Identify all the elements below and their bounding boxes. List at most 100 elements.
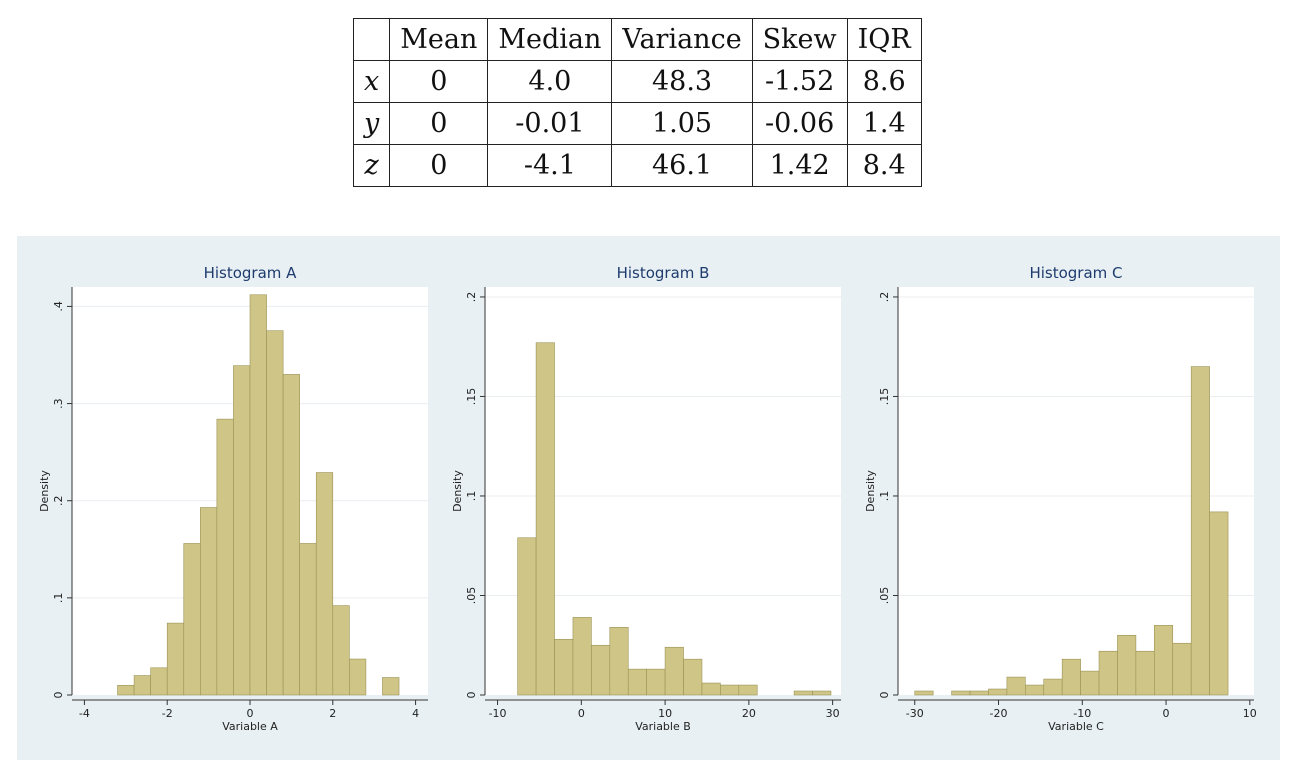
y-tick-label: .2 [465, 292, 478, 303]
y-tick-label: .1 [878, 491, 891, 502]
table-cell: -4.1 [487, 144, 613, 187]
table-row: y 0 -0.01 1.05 -0.06 1.4 [352, 102, 922, 145]
histogram-bar [1117, 634, 1137, 696]
table-cell: 8.4 [846, 144, 922, 187]
histogram-bar [609, 627, 629, 696]
histogram-bar [266, 330, 284, 696]
y-tick-label: .15 [878, 388, 891, 406]
table-cell: -0.06 [751, 102, 848, 145]
y-tick-label: .1 [52, 593, 65, 604]
histogram-bar [249, 294, 267, 696]
histogram-bar [117, 684, 135, 696]
table-cell: 0 [389, 144, 489, 187]
x-axis-label: Variable B [635, 720, 691, 733]
histogram-bar [1080, 670, 1100, 696]
table-row-label: x [352, 60, 391, 103]
table-cell: 0 [389, 60, 489, 103]
histogram-bar [951, 690, 971, 696]
histogram-bar [969, 690, 989, 696]
histogram-bar [793, 690, 813, 696]
histogram-bar [701, 682, 721, 696]
table-row: x 0 4.0 48.3 -1.52 8.6 [352, 60, 922, 103]
y-tick-label: .4 [52, 301, 65, 312]
table-cell: 0 [389, 102, 489, 145]
table-cell: 4.0 [487, 60, 613, 103]
histogram-bar [233, 365, 251, 696]
x-tick-label: -4 [79, 707, 90, 720]
table-row: z 0 -4.1 46.1 1.42 8.4 [352, 144, 922, 187]
histogram-bar [683, 658, 703, 696]
y-tick-label: 0 [465, 692, 478, 699]
histogram-figure: -4 -2 0 2 4 0.1.2.3.4 Histogram A Variable A Den… [17, 236, 1280, 760]
x-tick-label: 4 [412, 707, 419, 720]
y-tick-label: .2 [52, 495, 65, 506]
x-tick-label: 0 [247, 707, 254, 720]
table-header-cell: Skew [751, 18, 848, 61]
table-cell: 1.4 [846, 102, 922, 145]
table-row-label: z [352, 144, 391, 187]
histogram-bar [133, 675, 151, 696]
histogram-title: Histogram A [204, 264, 298, 282]
y-axis-label: Density [451, 470, 464, 512]
table-header-cell: IQR [846, 18, 922, 61]
histogram-panel: -4 -2 0 2 4 0 .1 .2 .3 .4 Histogram A Variable A Den… [38, 264, 428, 733]
x-tick-label: -2 [162, 707, 173, 720]
histogram-bar [349, 658, 367, 696]
histogram-bar [1061, 658, 1081, 696]
histogram-panel: -10 0 10 20 30 0 .05 .1 .15 .2 Histogram B Variable… [451, 264, 841, 733]
histogram-bar [1006, 676, 1026, 696]
y-tick-label: .15 [465, 388, 478, 406]
table-header-row: Mean Median Variance Skew IQR [352, 18, 922, 61]
histogram-bar [1135, 650, 1155, 696]
y-tick-label: 0 [878, 692, 891, 699]
x-tick-label: -10 [489, 707, 507, 720]
table-cell: -1.52 [751, 60, 848, 103]
x-axis-label: Variable A [222, 720, 278, 733]
histogram-bar [914, 690, 934, 696]
table-cell: 1.42 [751, 144, 848, 187]
histogram-bar [200, 507, 218, 696]
table-header-cell: Mean [389, 18, 489, 61]
histogram-bar [299, 543, 317, 696]
histogram-bar [150, 667, 168, 696]
histogram-bar [664, 646, 684, 696]
histogram-bar [315, 472, 334, 696]
histogram-title: Histogram B [617, 264, 710, 282]
y-tick-label: 0 [52, 692, 65, 699]
x-tick-label: 0 [1163, 707, 1170, 720]
y-tick-label: .05 [878, 587, 891, 605]
table-row-label: y [352, 102, 391, 145]
table-cell: -0.01 [487, 102, 613, 145]
histogram-bar [332, 605, 350, 696]
histogram-bar [1043, 678, 1063, 696]
x-tick-label: 0 [578, 707, 585, 720]
histogram-bar [382, 677, 400, 696]
x-tick-label: 30 [826, 707, 840, 720]
histogram-bar [720, 684, 740, 696]
histogram-bar [1154, 625, 1174, 696]
x-tick-label: -10 [1073, 707, 1091, 720]
histogram-bar [216, 418, 234, 696]
x-tick-label: 10 [658, 707, 672, 720]
table-cell: 1.05 [611, 102, 753, 145]
histogram-bar [812, 690, 832, 696]
histogram-bar [627, 668, 647, 696]
table-header-cell: Variance [611, 18, 753, 61]
histogram-bar [646, 668, 666, 696]
table-header-cell [352, 18, 391, 61]
table-cell: 46.1 [611, 144, 753, 187]
histogram-bar [517, 537, 537, 696]
table-cell: 48.3 [611, 60, 753, 103]
x-tick-label: 10 [1243, 707, 1257, 720]
histogram-bar [166, 622, 185, 696]
x-tick-label: 20 [742, 707, 756, 720]
histogram-bar [1098, 650, 1118, 696]
summary-statistics-table: Mean Median Variance Skew IQR x 0 4.0 48… [352, 18, 922, 187]
x-tick-label: -20 [990, 707, 1008, 720]
y-tick-label: .05 [465, 587, 478, 605]
x-tick-label: -30 [906, 707, 924, 720]
histogram-bar [183, 543, 201, 696]
y-tick-label: .3 [52, 398, 65, 409]
histogram-bar [1190, 366, 1210, 696]
